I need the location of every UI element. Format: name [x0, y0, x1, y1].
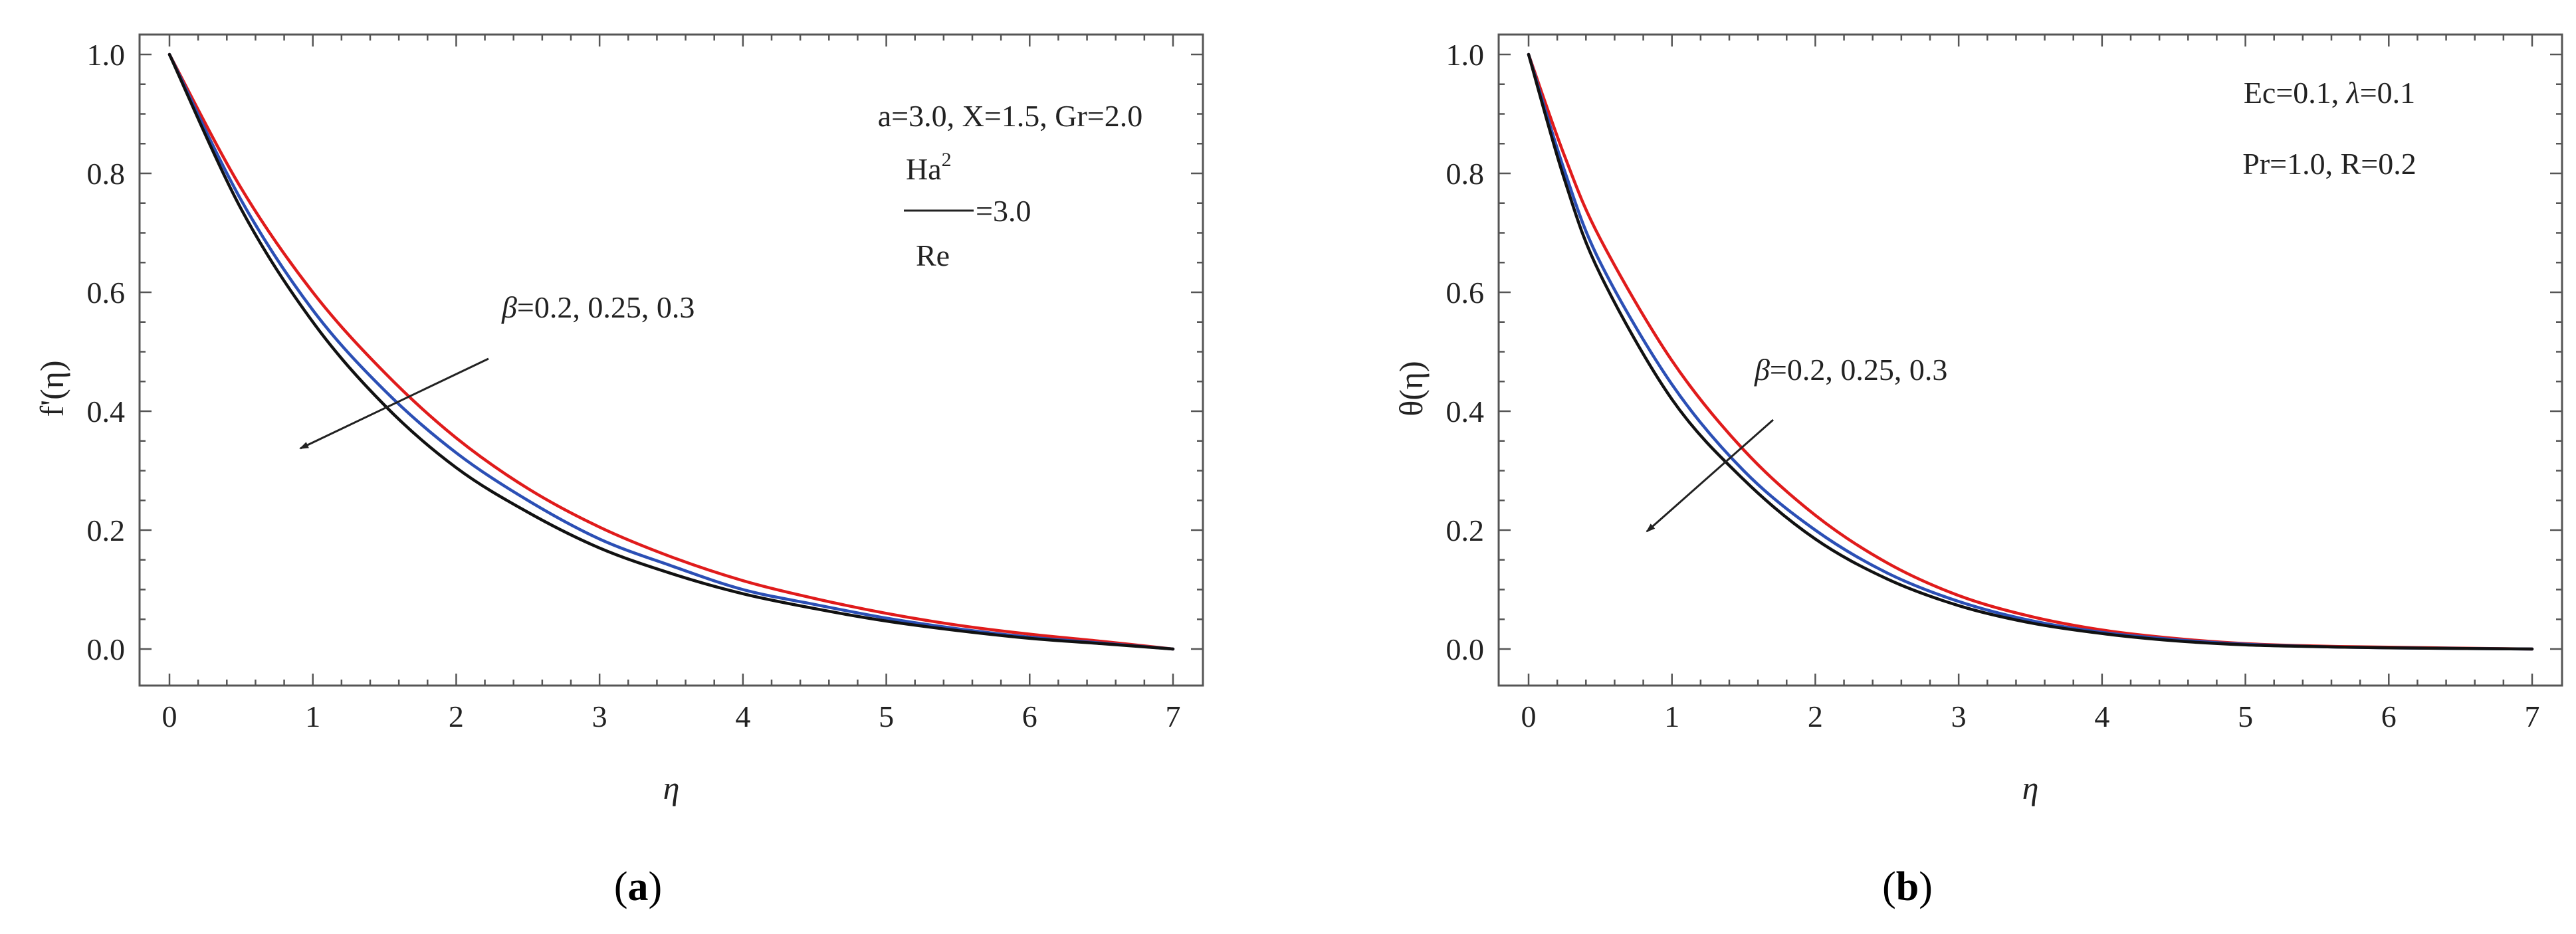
y-axis-label-b: θ(η) — [1392, 361, 1430, 416]
panel-label-a: (a) — [614, 864, 662, 909]
x-tick-label: 4 — [735, 700, 750, 733]
y-tick-label: 0.0 — [1446, 632, 1485, 666]
ticks-a: 0 1 2 3 4 5 6 7 0.0 0.2 0.4 0.6 0.8 1.0 — [87, 35, 1203, 733]
series-line-a-1 — [167, 52, 1175, 651]
arrow-label-a: β=0.2, 0.25, 0.3 — [501, 290, 695, 324]
series-group-a — [167, 52, 1175, 651]
series-line-a-2 — [167, 52, 1175, 651]
params-text-b1: Ec=0.1, λ=0.1 — [2244, 76, 2415, 110]
x-tick-label: 1 — [305, 700, 320, 733]
params-b1-part2: =0.1 — [2360, 76, 2415, 110]
fraction-numerator-sup: 2 — [942, 149, 952, 171]
x-tick-label: 5 — [879, 700, 894, 733]
trend-arrow-b — [1646, 419, 1774, 533]
x-tick-label: 2 — [449, 700, 464, 733]
y-tick-label: 0.0 — [87, 632, 126, 666]
panel-letter-a: a — [628, 864, 649, 909]
lambda-symbol-b: λ — [2345, 76, 2360, 110]
ticks-b: 0 1 2 3 4 5 6 7 0.0 0.2 0.4 0.6 0.8 1.0 — [1446, 35, 2562, 733]
x-tick-label: 0 — [162, 700, 177, 733]
x-tick-label: 4 — [2094, 700, 2109, 733]
params-text-a: a=3.0, X=1.5, Gr=2.0 — [878, 99, 1143, 133]
y-tick-label: 0.4 — [87, 395, 126, 428]
y-tick-label: 0.4 — [1446, 395, 1485, 428]
arrow-label-b: β=0.2, 0.25, 0.3 — [1754, 353, 1947, 387]
fraction-numerator-text: Ha — [906, 152, 942, 186]
params-b1-part1: Ec=0.1, — [2244, 76, 2347, 110]
y-axis-label-a: f'(η) — [33, 360, 70, 417]
y-tick-label: 0.8 — [1446, 157, 1485, 191]
x-axis-label-a: η — [663, 769, 680, 806]
chart-panel-a: 0 1 2 3 4 5 6 70.00.20.40.60.81.0 f'(η) η a=3.0… — [33, 33, 1204, 909]
beta-values-b: =0.2, 0.25, 0.3 — [1770, 353, 1947, 387]
x-tick-label: 0 — [1521, 700, 1537, 733]
series-line-b-3 — [1527, 52, 2534, 651]
beta-symbol-b: β — [1754, 353, 1770, 387]
y-tick-label: 0.2 — [87, 514, 126, 547]
fraction-value-a: =3.0 — [976, 194, 1031, 228]
beta-values-a: =0.2, 0.25, 0.3 — [517, 290, 695, 324]
panel-letter-b: b — [1896, 864, 1919, 909]
series-line-b-2 — [1527, 52, 2534, 651]
panel-label-b: (b) — [1882, 864, 1933, 909]
x-tick-label: 3 — [592, 700, 607, 733]
beta-symbol-a: β — [501, 290, 517, 324]
x-tick-label: 6 — [2381, 700, 2397, 733]
x-tick-label: 5 — [2238, 700, 2253, 733]
fraction-numerator-a: Ha2 — [906, 149, 952, 186]
y-tick-label: 0.2 — [1446, 514, 1485, 547]
series-line-a-3 — [167, 52, 1175, 651]
x-tick-label: 7 — [1166, 700, 1181, 733]
x-axis-label-b: η — [2022, 769, 2039, 806]
y-tick-label: 1.0 — [1446, 38, 1485, 72]
x-tick-label: 7 — [2525, 700, 2540, 733]
y-tick-label: 0.6 — [87, 276, 126, 310]
params-text-b2: Pr=1.0, R=0.2 — [2242, 147, 2416, 181]
series-group-b — [1527, 52, 2534, 651]
series-line-b-1 — [1527, 52, 2534, 651]
x-tick-label: 3 — [1951, 700, 1967, 733]
plot-frame-a — [138, 33, 1204, 687]
chart-panel-b: 0 1 2 3 4 5 6 7 0.0 0.2 0.4 0.6 0.8 1.0 θ(η) η Ec=0.1… — [1392, 33, 2563, 909]
trend-arrow-a — [299, 357, 489, 450]
x-tick-label: 6 — [1022, 700, 1037, 733]
x-tick-label: 1 — [1664, 700, 1679, 733]
x-tick-label: 2 — [1808, 700, 1823, 733]
plot-frame-b — [1497, 33, 2563, 687]
y-tick-label: 0.8 — [87, 157, 126, 191]
y-tick-label: 0.6 — [1446, 276, 1485, 310]
fraction-denominator-a: Re — [916, 238, 950, 272]
y-tick-label: 1.0 — [87, 38, 126, 72]
